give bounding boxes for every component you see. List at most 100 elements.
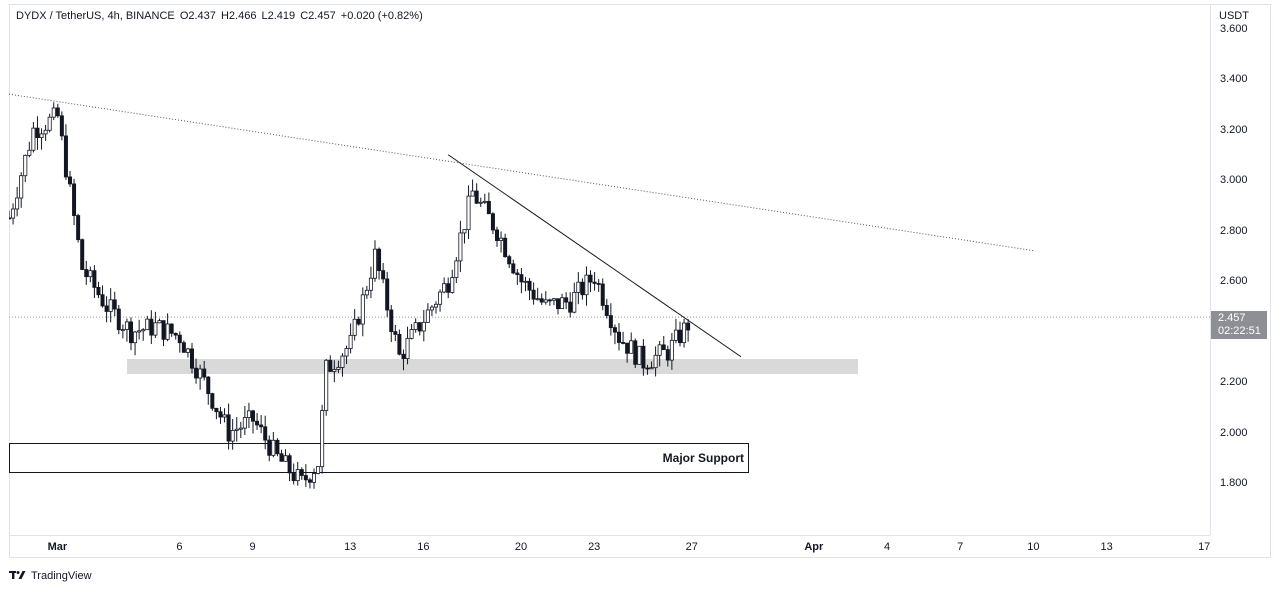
candle-body xyxy=(15,197,20,210)
symbol-label[interactable]: DYDX / TetherUS, 4h, BINANCE xyxy=(16,10,175,22)
tradingview-branding[interactable]: TradingView xyxy=(9,569,92,583)
candle-body xyxy=(295,469,300,482)
candle-body xyxy=(401,353,406,359)
candle-body xyxy=(576,281,581,293)
candle-body xyxy=(72,183,77,216)
candle-body xyxy=(405,337,410,359)
candle-body xyxy=(397,333,402,355)
tradingview-name: TradingView xyxy=(31,570,92,582)
candle-body xyxy=(682,322,687,344)
candle-body xyxy=(425,309,430,323)
candle-body xyxy=(230,430,235,442)
candle-body xyxy=(84,269,89,278)
candle-body xyxy=(421,321,426,332)
support-zone xyxy=(127,359,858,374)
candle-body xyxy=(547,299,552,302)
candle-body xyxy=(385,278,390,311)
candle-body xyxy=(556,298,561,310)
time-axis[interactable] xyxy=(9,535,1210,558)
price-tick-label: 2.000 xyxy=(1220,426,1248,439)
candle-body xyxy=(600,283,605,306)
candle-body xyxy=(88,270,93,278)
change-value: +0.020 (+0.82%) xyxy=(340,10,423,22)
candle-body xyxy=(27,149,32,156)
time-tick-label: Apr xyxy=(804,541,824,553)
candle-body xyxy=(194,367,199,379)
time-tick-label: 17 xyxy=(1198,541,1211,553)
candle-body xyxy=(596,283,601,285)
candle-body xyxy=(393,331,398,335)
candle-body xyxy=(177,334,182,344)
candle-body xyxy=(96,287,101,296)
candle-body xyxy=(226,414,231,442)
candle-body xyxy=(649,367,654,370)
candle-body xyxy=(446,283,451,293)
time-tick-label: 4 xyxy=(883,541,891,553)
candle-body xyxy=(234,428,239,431)
candle-body xyxy=(539,298,544,303)
candle-body xyxy=(673,329,678,341)
current-price-value: 2.457 xyxy=(1218,312,1246,324)
candle-body xyxy=(686,322,691,331)
candle-body xyxy=(389,309,394,333)
candle-body xyxy=(153,322,158,336)
candle-body xyxy=(669,339,674,361)
candle-body xyxy=(340,355,345,368)
candle-body xyxy=(80,239,85,270)
candlestick-chart[interactable] xyxy=(9,4,1210,535)
candle-body xyxy=(35,127,40,139)
candle-body xyxy=(621,342,626,344)
price-tick-label: 3.200 xyxy=(1220,123,1248,136)
candle-body xyxy=(307,479,312,483)
price-tick-label: 2.800 xyxy=(1220,224,1248,237)
candle-body xyxy=(482,200,487,203)
candle-body xyxy=(511,263,516,274)
candle-body xyxy=(287,455,292,474)
candle-body xyxy=(499,237,504,241)
major-support-box[interactable]: Major Support xyxy=(9,443,749,473)
time-tick-label: 10 xyxy=(1027,541,1040,553)
candle-body xyxy=(568,301,573,313)
candle-body xyxy=(129,321,134,344)
candle-body xyxy=(625,342,630,354)
low-value: L2.419 xyxy=(261,10,296,22)
candle-body xyxy=(572,292,577,313)
candle-body xyxy=(157,320,162,324)
candle-body xyxy=(641,345,646,369)
price-tick-label: 2.200 xyxy=(1220,376,1248,388)
candle-body xyxy=(39,133,44,139)
candle-body xyxy=(560,297,565,310)
candle-body xyxy=(348,334,353,349)
candle-body xyxy=(474,190,479,204)
candle-body xyxy=(218,411,223,418)
candle-body xyxy=(185,348,190,353)
time-tick-label: 16 xyxy=(417,541,430,553)
candle-body xyxy=(494,229,499,241)
candle-body xyxy=(633,340,638,365)
candle-body xyxy=(352,318,357,336)
candle-body xyxy=(43,129,48,135)
candle-body xyxy=(332,369,337,372)
candle-body xyxy=(9,217,12,220)
candle-body xyxy=(368,277,373,291)
chart-plot-area[interactable]: Major Support xyxy=(9,4,1210,535)
candle-body xyxy=(68,176,73,185)
price-axis[interactable] xyxy=(1210,4,1271,535)
candle-body xyxy=(580,281,585,296)
candle-body xyxy=(303,475,308,481)
candle-body xyxy=(527,280,532,291)
candle-body xyxy=(11,208,16,219)
candle-body xyxy=(112,299,117,310)
time-tick-label: 27 xyxy=(685,541,698,553)
candle-body xyxy=(462,229,467,234)
price-tick-label: 2.600 xyxy=(1220,275,1248,287)
candle-body xyxy=(316,466,321,474)
candle-body xyxy=(320,410,325,468)
price-tick-label: 3.000 xyxy=(1220,174,1248,186)
candle-body xyxy=(124,321,129,330)
candle-body xyxy=(242,417,247,429)
chart-frame xyxy=(9,4,1271,558)
candle-body xyxy=(629,340,634,354)
candle-body xyxy=(523,280,528,283)
candle-body xyxy=(413,322,418,330)
